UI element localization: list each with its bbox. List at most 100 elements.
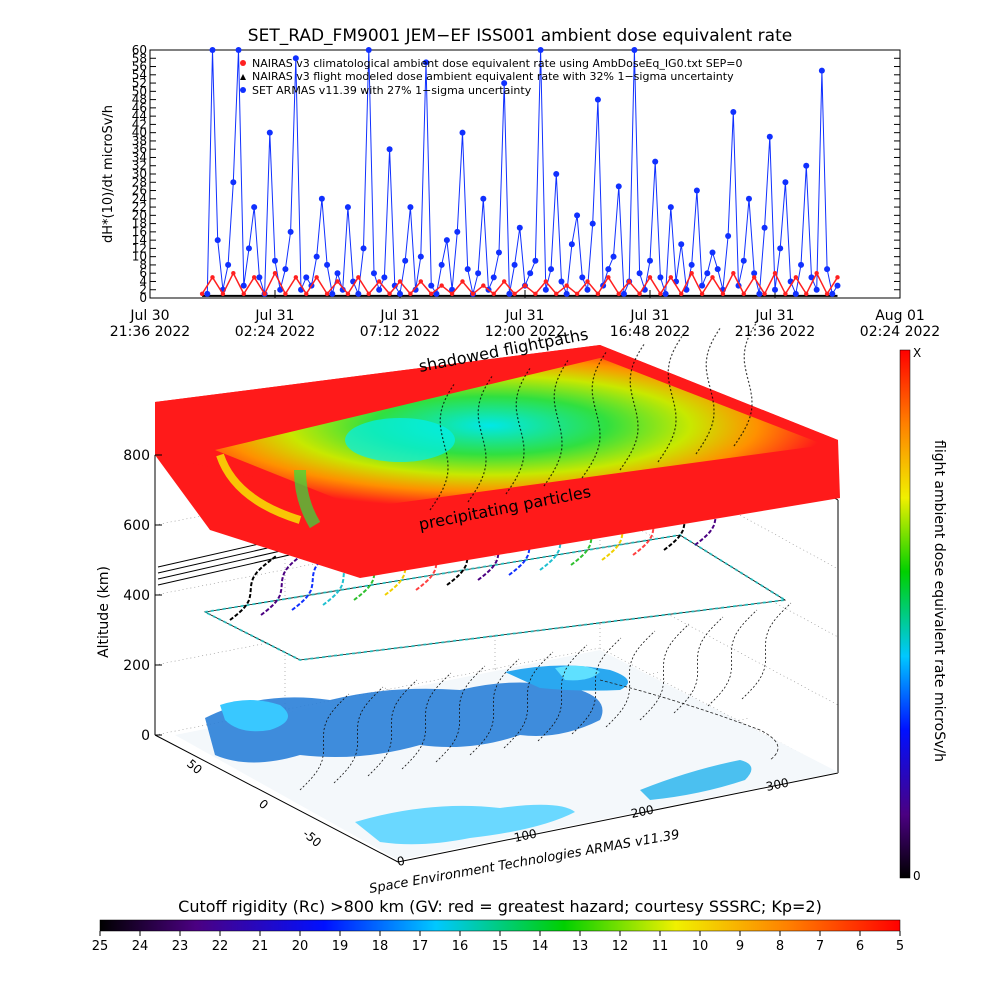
rigidity-tick-label: 19 [332,939,349,954]
top-y-tick-label: 30 [132,167,147,181]
map-y-tick-label: -50 [300,827,324,850]
dose-rate-colorbar [899,349,911,879]
armas-point [818,67,825,74]
slab-track [657,335,683,463]
rigidity-tick-label: 18 [372,939,389,954]
top-x-tick-label-time: 12:00 2022 [485,324,565,340]
armas-point [313,253,320,260]
nairas-point [512,291,517,297]
armas-point [495,249,502,256]
armas-point [355,290,362,297]
nairas-point [751,275,757,280]
z-tick-label: 800 [123,448,150,464]
armas-point [808,274,815,281]
z-tick-label: 200 [123,658,150,674]
top-y-tick-label: 16 [132,225,147,239]
slab-track [695,327,721,455]
armas-point [740,257,747,264]
armas-point [761,224,768,231]
slab-track [733,319,759,447]
top-y-tick-label: 24 [132,192,147,206]
nairas-point [397,279,403,284]
armas-point [475,270,482,277]
top-y-tick-label: 32 [132,159,147,173]
armas-point [245,245,252,252]
nairas-point [793,275,799,280]
armas-point [282,266,289,273]
top-x-tick-label-date: Jul 31 [379,308,419,324]
nairas-point [429,291,434,297]
armas-point [813,286,820,293]
nairas-point [481,283,486,288]
top-y-tick-label: 18 [132,217,147,231]
armas-point [266,129,273,136]
armas-point [376,286,383,293]
z-axis-ticks: 0 200 400 600 800 [123,448,162,744]
top-y-tick-label: 42 [132,117,147,131]
top-y-tick-label: 48 [132,93,147,107]
armas-point [464,266,471,273]
top-y-tick-label: 6 [139,266,147,280]
top-y-tick-label: 12 [132,241,147,255]
map-track [435,665,486,763]
rigidity-tick-label: 13 [572,939,589,954]
armas-point [548,266,555,273]
z-axis-label: Altitude (km) [96,566,112,658]
z-tick-label: 0 [141,728,150,744]
legend-marker-armas [240,87,246,93]
nairas-point [251,275,257,280]
map-track [639,623,690,721]
armas-point [542,286,549,293]
radiation-slab [155,345,840,578]
nairas-point [626,279,632,284]
nairas-point [283,291,288,297]
nairas-point [762,291,767,297]
armas-point [657,274,664,281]
top-y-tick-label: 2 [139,283,147,297]
armas-point [516,224,523,231]
map-x-tick-label: 0 [396,854,406,869]
nairas-point [658,291,663,297]
armas-point [230,179,237,186]
armas-point [537,47,544,53]
top-y-tick-label: 40 [132,126,147,140]
map-track [333,686,384,784]
top-x-tick-label-time: 02:24 2022 [860,324,940,340]
top-y-tick-label: 44 [132,109,147,123]
nairas-point [824,291,830,297]
nairas-point [772,271,778,276]
armas-point [501,80,508,87]
nairas-point [376,279,382,284]
z-tick-label: 400 [123,588,150,604]
armas-point [667,204,674,211]
nairas-point [616,291,621,297]
armas-point [647,257,653,264]
armas-point [725,233,732,239]
top-y-tick-label: 52 [132,76,147,90]
nairas-point [293,275,299,280]
nairas-point [356,275,361,280]
armas-point [714,266,721,273]
armas-point [589,220,596,227]
armas-point [709,249,716,256]
orbit-track-layer [201,533,788,662]
armas-point [214,237,221,244]
rigidity-tick-label: 20 [292,939,309,954]
armas-point [324,261,331,268]
top-y-tick-label: 50 [132,84,147,98]
nairas-point [814,271,819,276]
armas-point [834,282,841,289]
colorbar-top-label: X [913,346,921,360]
legend-climatology: NAIRAS v3 climatological ambient dose eq… [252,57,743,70]
nairas-line [201,271,839,296]
armas-point [480,195,487,202]
top-y-tick-label: 36 [132,142,147,156]
armas-point [610,253,617,260]
armas-point [370,270,377,277]
rigidity-tick-label: 17 [412,939,429,954]
map-x-tick-label: 200 [630,802,655,820]
rigidity-tick-label: 7 [816,939,824,954]
nairas-point [564,283,569,288]
nairas-point [460,279,465,284]
